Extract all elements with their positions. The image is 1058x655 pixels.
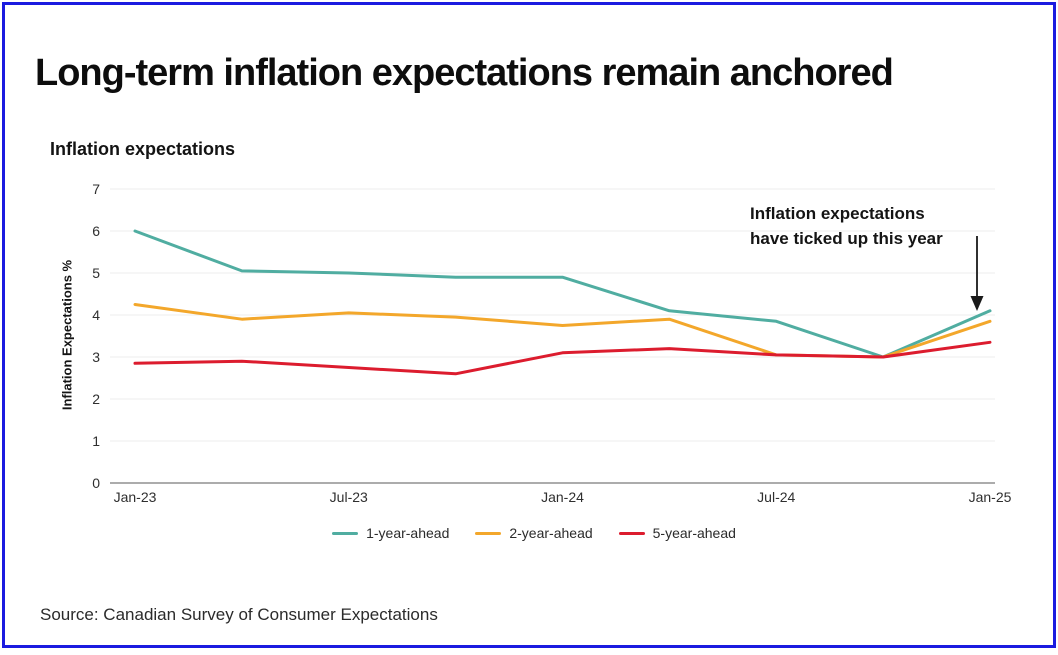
y-tick-label: 5 [92,265,100,281]
y-tick-label: 7 [92,181,100,197]
y-tick-label: 2 [92,391,100,407]
series-line-1-year-ahead [133,229,992,359]
chart-subtitle: Inflation expectations [50,139,236,159]
y-tick-label: 0 [92,475,100,491]
legend-label: 1-year-ahead [366,525,450,541]
y-tick-label: 4 [92,307,100,323]
annotation-line-1: Inflation expectations [750,204,925,223]
annotation-arrow [970,236,984,311]
x-tick-label: Jan-24 [541,489,584,505]
legend-line-swatch [618,531,645,535]
y-tick-label: 3 [92,349,100,365]
series-layer [133,229,992,376]
line-chart: 0 1 2 3 4 5 6 7 Jan-23 Jul-23 Jan-24 Jul-24 Jan-25 [92,181,1011,505]
legend-line-swatch [332,531,359,535]
chart-annotation: Inflation expectations have ticked up th… [750,201,943,251]
source-note: Source: Canadian Survey of Consumer Expe… [40,605,438,624]
series-line-5-year-ahead [133,340,992,376]
page-title: Long-term inflation expectations remain … [35,52,894,95]
legend-item-1-year-ahead: 1-year-ahead [332,525,449,541]
annotation-line-2: have ticked up this year [750,229,943,248]
legend-item-5-year-ahead: 5-year-ahead [618,525,736,541]
legend-label: 5-year-ahead [652,525,736,541]
legend-line-swatch [475,531,502,535]
x-tick-label: Jan-23 [114,489,157,505]
legend-item-2-year-ahead: 2-year-ahead [475,525,593,541]
x-tick-label: Jul-23 [330,489,368,505]
axis-ticks-layer: 0 1 2 3 4 5 6 7 Jan-23 Jul-23 Jan-24 Jul-24 Jan-25 [92,181,1011,505]
legend-label: 2-year-ahead [509,525,593,541]
x-tick-label: Jul-24 [757,489,795,505]
y-tick-label: 6 [92,223,100,239]
chart-legend: 1-year-ahead 2-year-ahead 5-year-ahead [5,525,1058,541]
y-tick-label: 1 [92,433,100,449]
x-tick-label: Jan-25 [969,489,1012,505]
